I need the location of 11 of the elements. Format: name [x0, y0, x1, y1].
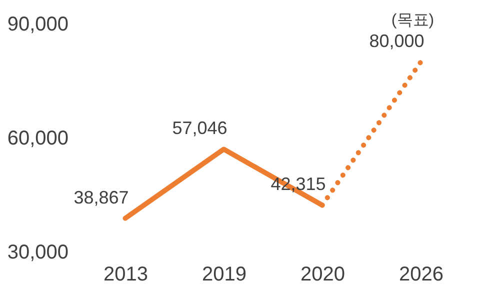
data-label: 57,046: [172, 118, 228, 138]
x-tick-label: 2020: [300, 264, 345, 286]
data-label: 38,867: [74, 187, 129, 208]
x-tick-label: 2026: [399, 264, 444, 286]
x-tick-label: 2019: [202, 264, 246, 286]
x-tick-label: 2013: [104, 264, 148, 286]
y-tick-label: 90,000: [7, 14, 68, 36]
annotation: (목표): [391, 12, 434, 29]
y-tick-label: 60,000: [7, 128, 68, 150]
y-tick-label: 30,000: [7, 242, 68, 264]
data-label: 80,000: [369, 31, 424, 51]
